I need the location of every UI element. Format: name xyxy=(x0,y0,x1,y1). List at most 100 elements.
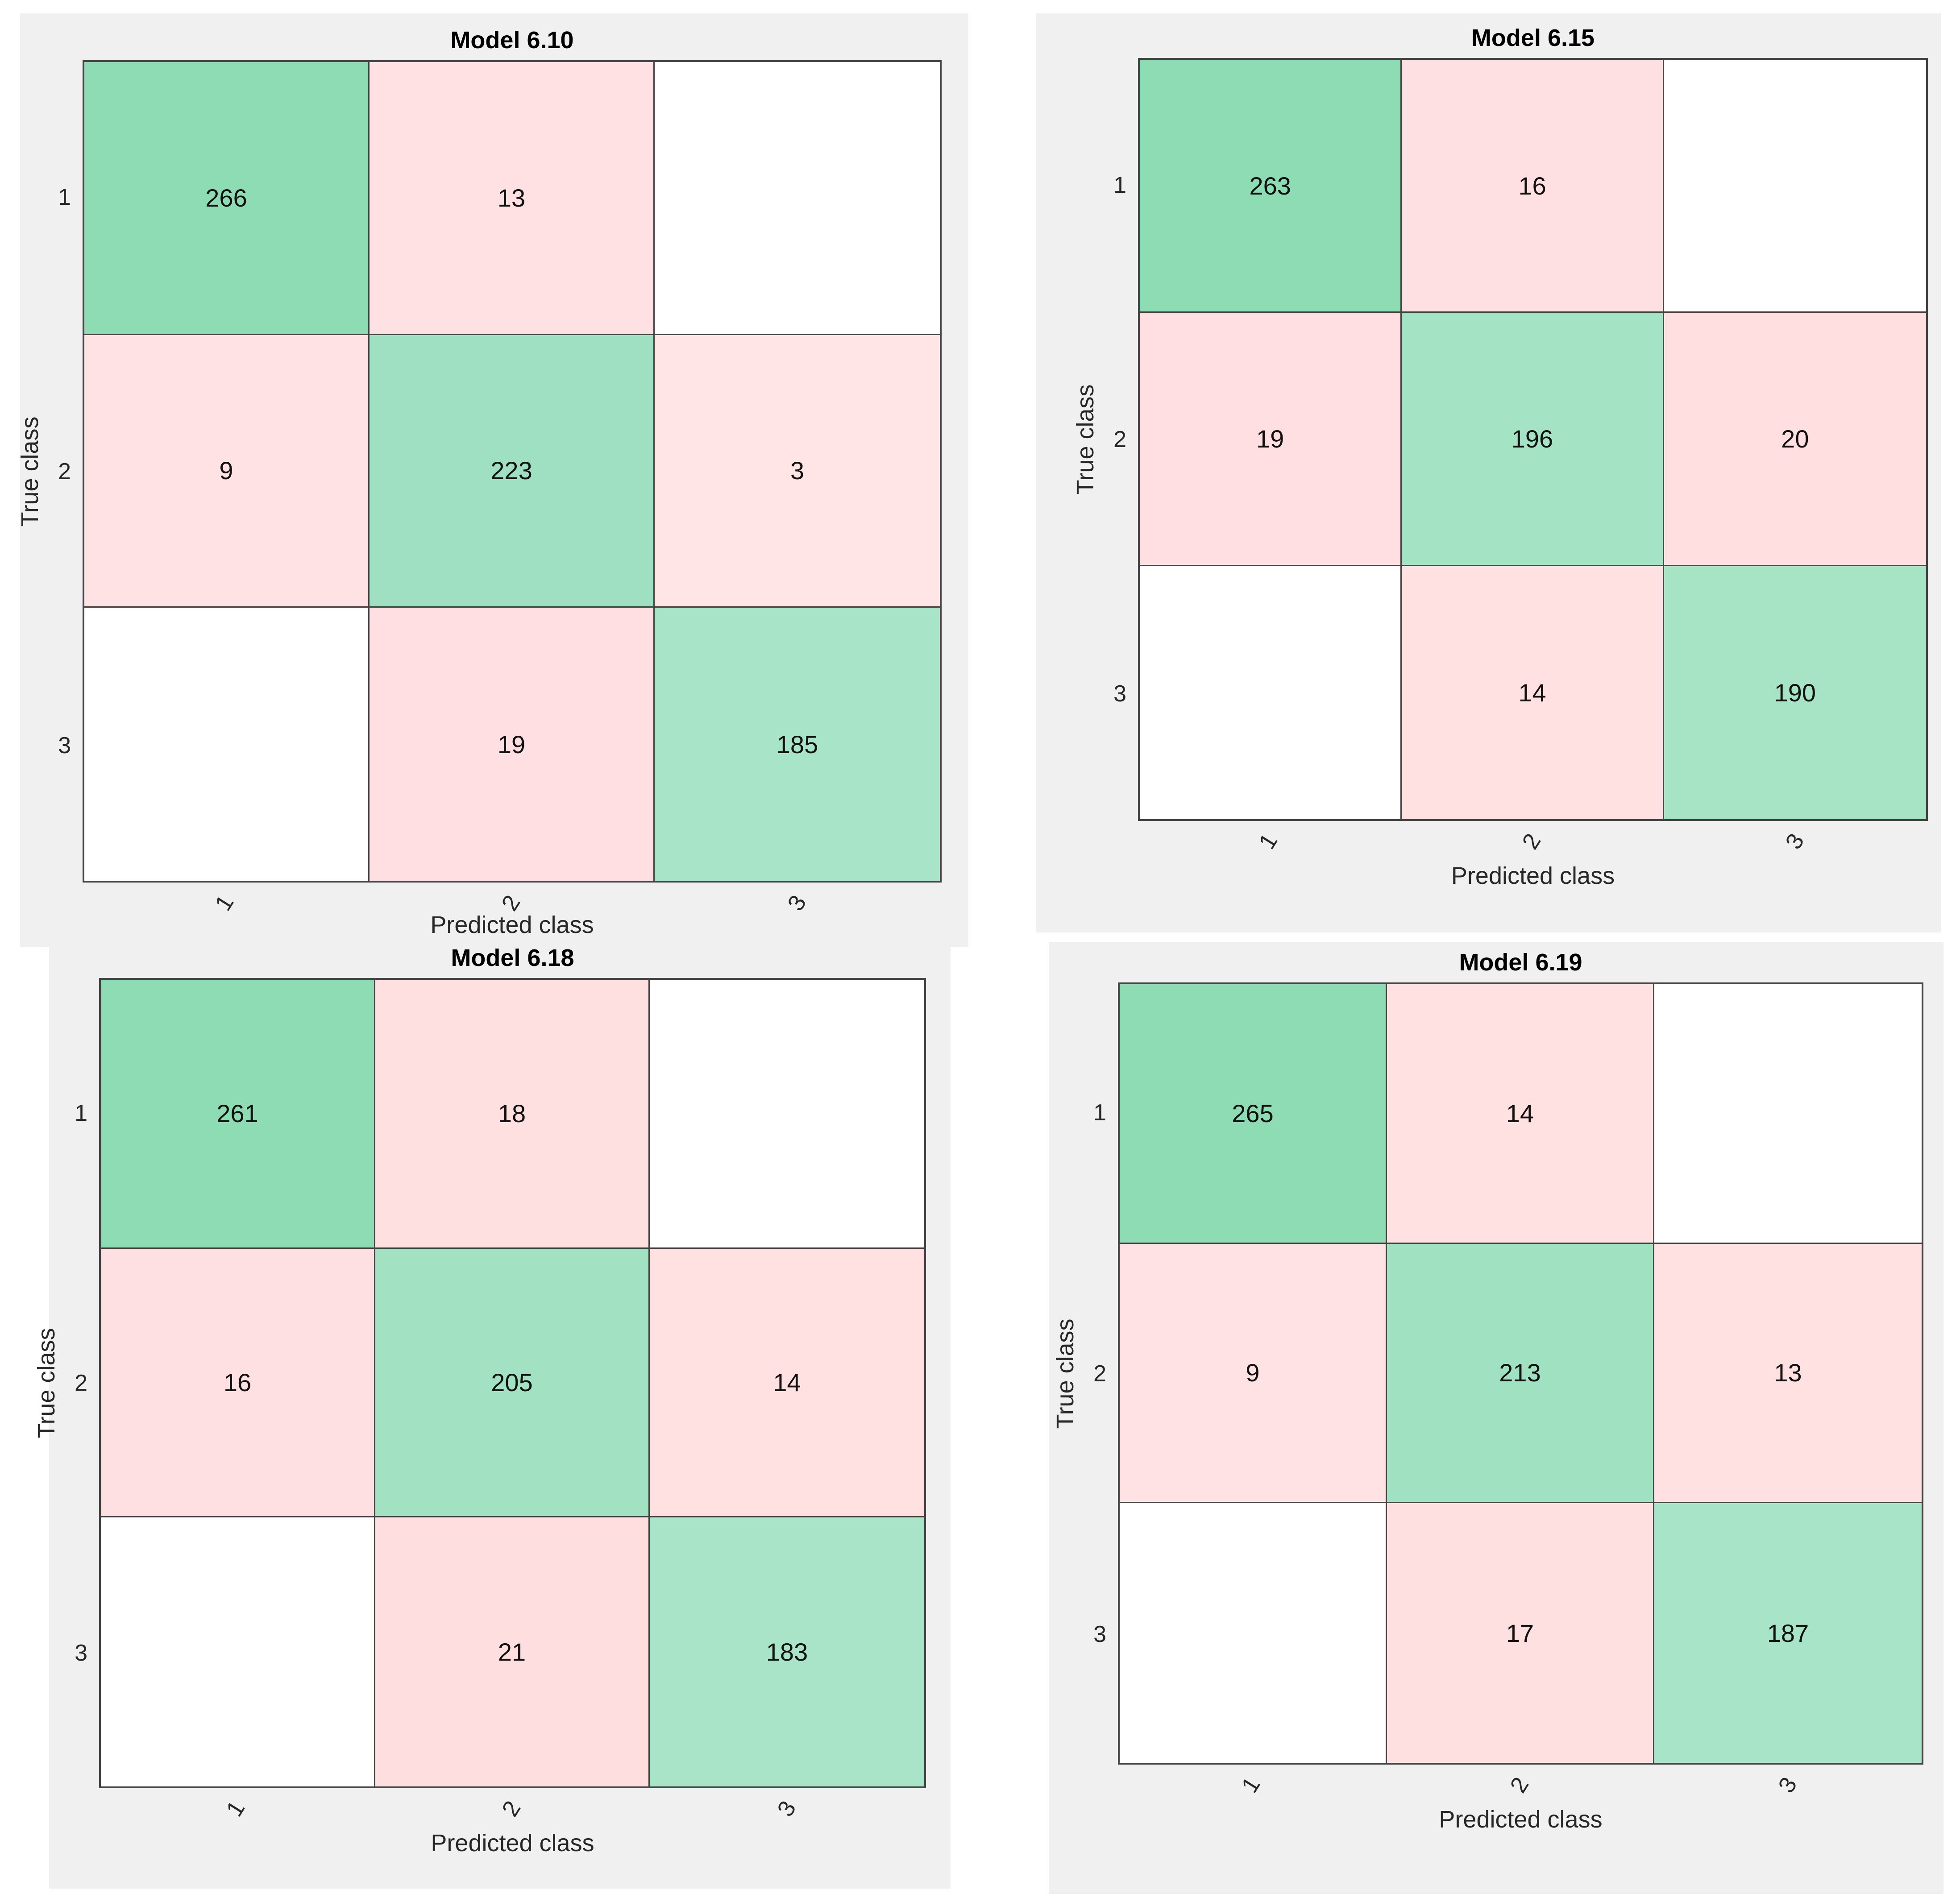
x-axis-label: Predicted class xyxy=(430,912,594,938)
confusion-cell: 183 xyxy=(650,1517,924,1786)
confusion-matrix-panel-model-6-15: Model 6.15 True class 263 16 19 196 20 14 190 … xyxy=(1036,13,1941,932)
confusion-cell: 14 xyxy=(1402,566,1664,819)
cell-value: 213 xyxy=(1499,1359,1541,1387)
y-axis-label: True class xyxy=(17,416,43,527)
confusion-cell: 14 xyxy=(650,1248,924,1518)
confusion-matrix-grid: 261 18 16 205 14 21 183 xyxy=(99,978,926,1788)
confusion-cell: 266 xyxy=(84,62,370,335)
cell-value: 9 xyxy=(1246,1359,1260,1387)
cell-value: 9 xyxy=(219,456,233,485)
cell-value: 13 xyxy=(497,183,526,212)
x-tick-label: 2 xyxy=(497,1796,526,1821)
confusion-cell: 17 xyxy=(1387,1503,1654,1763)
chart-title: Model 6.15 xyxy=(1471,25,1595,51)
confusion-cell xyxy=(1654,984,1922,1244)
confusion-matrix-panel-model-6-18: Model 6.18 True class 261 18 16 205 14 21 183 … xyxy=(33,944,951,1889)
x-tick-label: 3 xyxy=(1780,829,1810,854)
x-tick-label: 3 xyxy=(772,1796,801,1821)
x-tick-label: 3 xyxy=(1773,1773,1802,1798)
confusion-cell xyxy=(650,980,924,1249)
x-axis-label: Predicted class xyxy=(1439,1806,1603,1833)
confusion-matrix-panel-model-6-19: Model 6.19 True class 265 14 9 213 13 17 187 1… xyxy=(1049,942,1943,1894)
y-tick-label: 3 xyxy=(1113,681,1126,707)
cell-value: 261 xyxy=(216,1099,258,1128)
cell-value: 18 xyxy=(498,1099,526,1128)
confusion-cell: 205 xyxy=(375,1248,650,1518)
y-tick-label: 1 xyxy=(1113,172,1126,198)
cell-value: 205 xyxy=(491,1368,533,1396)
confusion-cell: 20 xyxy=(1664,313,1926,566)
plot-area: Model 6.15 True class 263 16 19 196 20 14 190 … xyxy=(1072,25,1928,889)
cell-value: 19 xyxy=(1256,424,1284,453)
y-tick-label: 2 xyxy=(1113,427,1126,452)
x-axis-label: Predicted class xyxy=(1451,862,1615,889)
cell-value: 19 xyxy=(497,730,526,758)
cell-value: 190 xyxy=(1774,678,1816,707)
confusion-cell: 18 xyxy=(375,980,650,1249)
confusion-cell: 13 xyxy=(370,62,655,335)
y-tick-label: 3 xyxy=(58,732,71,758)
confusion-cell xyxy=(1140,566,1402,819)
confusion-cell: 9 xyxy=(84,335,370,608)
confusion-matrix-grid: 266 13 9 223 3 19 185 xyxy=(83,60,942,883)
y-tick-label: 3 xyxy=(1093,1621,1106,1647)
cell-value: 3 xyxy=(790,456,805,485)
cell-value: 13 xyxy=(1774,1359,1802,1387)
cell-value: 16 xyxy=(223,1368,252,1396)
cell-value: 266 xyxy=(205,183,247,212)
cell-value: 14 xyxy=(773,1368,801,1396)
y-tick-label: 3 xyxy=(75,1640,87,1666)
x-tick-label: 2 xyxy=(1505,1773,1534,1798)
chart-title: Model 6.19 xyxy=(1459,949,1582,976)
confusion-cell: 213 xyxy=(1387,1243,1654,1504)
confusion-cell: 19 xyxy=(1140,313,1402,566)
plot-area: Model 6.18 True class 261 18 16 205 14 21 183 … xyxy=(33,945,926,1856)
confusion-cell: 9 xyxy=(1120,1243,1387,1504)
cell-value: 14 xyxy=(1518,678,1546,707)
chart-title: Model 6.10 xyxy=(450,27,574,54)
y-tick-label: 2 xyxy=(75,1370,87,1396)
confusion-cell xyxy=(1664,60,1926,313)
confusion-cell: 265 xyxy=(1120,984,1387,1244)
confusion-cell: 263 xyxy=(1140,60,1402,313)
y-axis-label: True class xyxy=(1072,384,1099,495)
cell-value: 21 xyxy=(498,1638,526,1666)
confusion-cell xyxy=(655,62,940,335)
y-tick-label: 2 xyxy=(58,458,71,485)
confusion-cell xyxy=(101,1517,375,1786)
x-tick-label: 1 xyxy=(1254,829,1283,854)
x-axis-label: Predicted class xyxy=(431,1830,594,1856)
y-axis-label: True class xyxy=(1052,1318,1079,1429)
confusion-cell: 190 xyxy=(1664,566,1926,819)
confusion-matrix-grid: 265 14 9 213 13 17 187 xyxy=(1118,982,1923,1765)
cell-value: 183 xyxy=(766,1638,808,1666)
cell-value: 17 xyxy=(1506,1619,1534,1647)
confusion-cell: 196 xyxy=(1402,313,1664,566)
cell-value: 185 xyxy=(776,730,818,758)
confusion-cell: 21 xyxy=(375,1517,650,1786)
cell-value: 14 xyxy=(1506,1099,1534,1127)
cell-value: 196 xyxy=(1511,424,1553,453)
cell-value: 263 xyxy=(1249,171,1291,200)
chart-title: Model 6.18 xyxy=(451,945,574,971)
y-axis-label: True class xyxy=(33,1328,60,1438)
confusion-cell: 261 xyxy=(101,980,375,1249)
plot-area: Model 6.19 True class 265 14 9 213 13 17 187 1… xyxy=(1052,949,1923,1833)
x-tick-label: 2 xyxy=(1517,829,1546,854)
confusion-cell: 19 xyxy=(370,608,655,881)
x-tick-label: 1 xyxy=(1236,1773,1266,1798)
confusion-cell: 16 xyxy=(1402,60,1664,313)
confusion-cell: 3 xyxy=(655,335,940,608)
confusion-cell: 13 xyxy=(1654,1243,1922,1504)
cell-value: 16 xyxy=(1518,171,1546,200)
confusion-cell xyxy=(84,608,370,881)
y-tick-label: 1 xyxy=(75,1100,87,1126)
confusion-cell: 16 xyxy=(101,1248,375,1518)
confusion-matrix-grid: 263 16 19 196 20 14 190 xyxy=(1138,58,1928,821)
confusion-cell xyxy=(1120,1503,1387,1763)
y-tick-label: 1 xyxy=(1093,1100,1106,1126)
cell-value: 223 xyxy=(490,456,532,485)
confusion-cell: 223 xyxy=(370,335,655,608)
cell-value: 187 xyxy=(1767,1619,1809,1647)
